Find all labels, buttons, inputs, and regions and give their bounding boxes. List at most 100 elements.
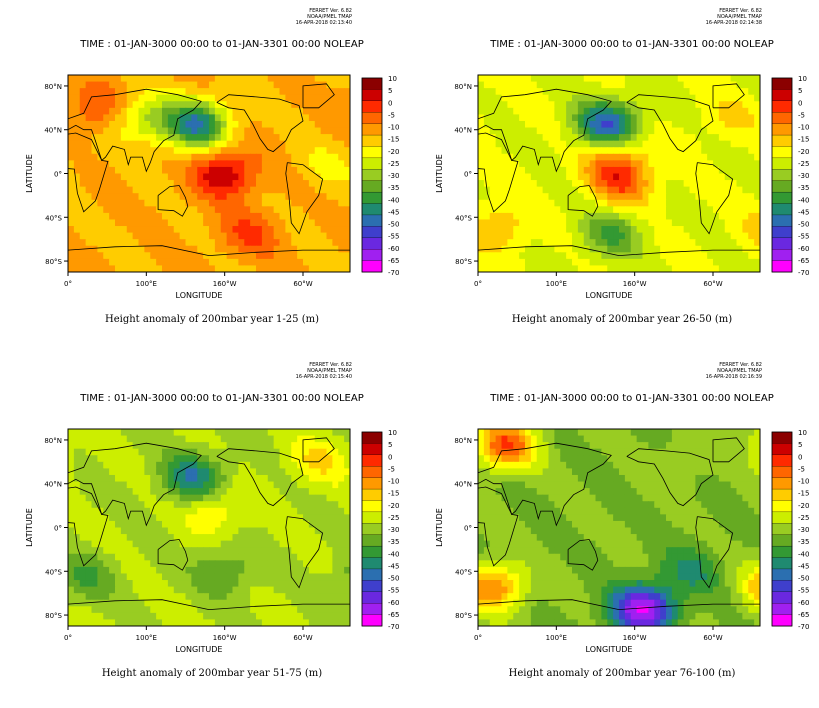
field-cell xyxy=(109,239,116,247)
field-cell xyxy=(173,566,181,575)
field-cell xyxy=(624,239,632,247)
field-cell xyxy=(191,134,198,142)
field-cell xyxy=(150,468,157,476)
field-cell xyxy=(167,606,175,614)
field-cell xyxy=(238,127,245,135)
field-cell xyxy=(695,153,702,161)
field-cell xyxy=(120,226,128,234)
field-cell xyxy=(495,442,503,450)
field-cell xyxy=(308,461,316,469)
field-cell xyxy=(648,147,655,155)
field-cell xyxy=(220,114,228,122)
field-cell xyxy=(144,619,151,626)
field-cell xyxy=(507,206,514,214)
field-cell xyxy=(554,429,561,437)
field-cell xyxy=(344,75,350,83)
field-cell xyxy=(203,160,210,168)
field-cell xyxy=(150,501,157,509)
field-cell xyxy=(607,127,614,135)
field-cell xyxy=(308,527,316,535)
field-cell xyxy=(144,232,151,240)
field-cell xyxy=(560,88,567,96)
field-cell xyxy=(179,193,187,201)
field-cell xyxy=(495,107,503,115)
field-cell xyxy=(689,199,696,207)
field-cell xyxy=(730,442,738,450)
field-cell xyxy=(115,232,122,240)
field-cell xyxy=(742,107,749,115)
field-cell xyxy=(542,114,550,122)
field-cell xyxy=(285,599,292,607)
field-cell xyxy=(677,114,685,122)
field-cell xyxy=(120,586,128,594)
time-range-label: TIME : 01-JAN-3000 00:00 to 01-JAN-3301 … xyxy=(489,39,774,50)
field-cell xyxy=(648,193,655,201)
field-cell xyxy=(344,147,350,155)
field-cell xyxy=(85,199,93,207)
field-cell xyxy=(320,180,328,188)
field-cell xyxy=(109,520,116,529)
colorbar-label: -35 xyxy=(798,184,809,192)
field-cell xyxy=(238,232,245,240)
colorbar-band xyxy=(361,488,383,501)
field-cell xyxy=(244,88,251,96)
colorbar-label: -20 xyxy=(798,148,809,156)
field-cell xyxy=(713,166,720,175)
field-cell xyxy=(748,94,755,102)
field-cell xyxy=(730,468,738,476)
field-cell xyxy=(589,75,597,83)
field-cell xyxy=(689,114,696,122)
field-cell xyxy=(636,120,644,129)
field-cell xyxy=(501,107,508,115)
field-cell xyxy=(191,468,198,476)
field-cell xyxy=(132,461,140,469)
colorbar-band xyxy=(361,614,383,627)
field-cell xyxy=(619,114,626,122)
field-cell xyxy=(138,120,145,129)
field-cell xyxy=(126,81,134,89)
field-cell xyxy=(619,258,626,267)
field-cell xyxy=(677,81,685,89)
field-cell xyxy=(144,606,151,614)
field-cell xyxy=(273,619,281,626)
field-cell xyxy=(126,107,134,115)
field-cell xyxy=(279,566,286,575)
field-cell xyxy=(642,239,649,247)
field-cell xyxy=(730,461,738,469)
field-cell xyxy=(267,520,275,529)
field-cell xyxy=(642,265,649,272)
field-cell xyxy=(167,534,175,542)
colorbar-label: -40 xyxy=(388,196,399,204)
field-cell xyxy=(126,455,134,463)
field-cell xyxy=(701,239,708,247)
field-cell xyxy=(109,75,116,83)
field-cell xyxy=(191,147,198,155)
field-cell xyxy=(660,461,667,469)
field-cell xyxy=(250,553,257,561)
field-cell xyxy=(297,206,304,214)
field-cell xyxy=(120,160,128,168)
field-cell xyxy=(120,120,128,129)
field-cell xyxy=(536,94,544,102)
field-cell xyxy=(513,455,520,463)
field-cell xyxy=(607,107,614,115)
field-cell xyxy=(303,619,310,626)
field-cell xyxy=(332,553,339,561)
field-cell xyxy=(607,265,614,272)
field-cell xyxy=(167,180,175,188)
field-cell xyxy=(250,455,257,463)
field-cell xyxy=(303,232,310,240)
field-cell xyxy=(577,461,585,469)
field-cell xyxy=(338,186,345,194)
field-cell xyxy=(489,180,497,188)
field-cell xyxy=(624,81,632,89)
field-cell xyxy=(677,120,685,129)
field-cell xyxy=(566,435,573,443)
field-cell xyxy=(483,252,491,260)
field-cell xyxy=(232,160,239,168)
field-cell xyxy=(79,134,87,142)
field-cell xyxy=(232,193,239,201)
field-cell xyxy=(261,488,269,496)
field-cell xyxy=(220,573,228,581)
field-cell xyxy=(244,474,251,483)
